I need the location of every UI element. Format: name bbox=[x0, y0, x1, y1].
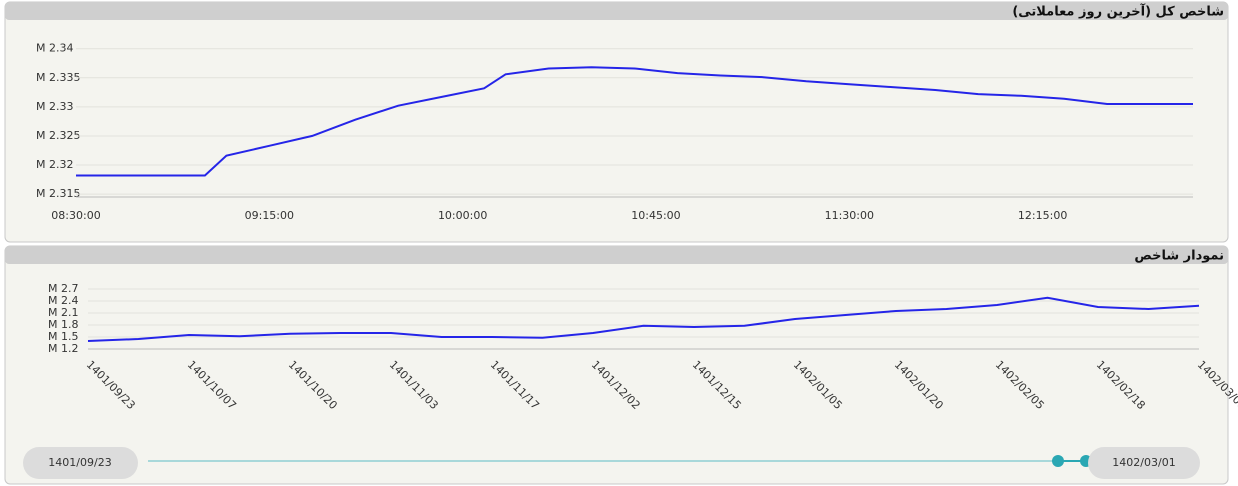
x-tick-label: 09:15:00 bbox=[245, 209, 294, 222]
y-tick-label: M 1.2 bbox=[48, 342, 78, 355]
y-tick-label: M 2.32 bbox=[36, 158, 73, 171]
y-tick-label: M 2.1 bbox=[48, 306, 78, 319]
y-tick-label: M 2.325 bbox=[36, 129, 80, 142]
line bbox=[76, 66, 1193, 177]
start-date-box[interactable] bbox=[23, 447, 138, 479]
end-date-box[interactable] bbox=[1088, 447, 1200, 479]
slider-handle[interactable] bbox=[1052, 455, 1064, 467]
start-date: 1401/09/23 bbox=[48, 456, 111, 469]
y-tick-label: M 1.5 bbox=[48, 330, 78, 343]
y-tick-label: M 1.8 bbox=[48, 318, 78, 331]
x-tick-label: 10:00:00 bbox=[438, 209, 487, 222]
x-tick-label: 12:15:00 bbox=[1018, 209, 1067, 222]
y-tick-label: M 2.4 bbox=[48, 294, 78, 307]
panel-header bbox=[5, 246, 1228, 264]
line bbox=[87, 296, 1200, 342]
y-tick-label: M 2.33 bbox=[36, 100, 73, 113]
x-tick-label: 10:45:00 bbox=[631, 209, 680, 222]
y-tick-label: M 2.7 bbox=[48, 282, 78, 295]
chart-title: شاخص کل (آخرین روز معاملاتی) bbox=[1012, 3, 1224, 20]
panel bbox=[4, 1, 1229, 243]
x-tick-label: 08:30:00 bbox=[51, 209, 100, 222]
chart-title: نمودار شاخص bbox=[1134, 249, 1224, 264]
end-date: 1402/03/01 bbox=[1112, 456, 1175, 469]
panel-header bbox=[5, 2, 1228, 20]
y-tick-label: M 2.34 bbox=[36, 42, 73, 55]
x-tick-label: 11:30:00 bbox=[825, 209, 874, 222]
y-tick-label: M 2.335 bbox=[36, 71, 80, 84]
y-tick-label: M 2.315 bbox=[36, 187, 80, 200]
